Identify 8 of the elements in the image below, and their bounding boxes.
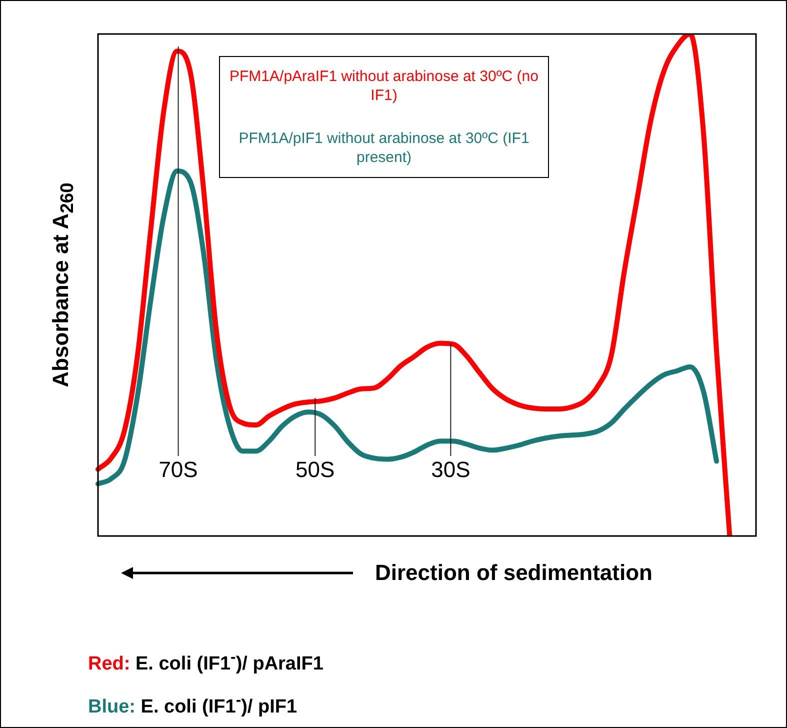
text: Red: E. coli (IF1$^{-}$)/ pAraIF1 [88,649,324,676]
annotation: 70S [158,457,198,483]
text: Blue: E. coli (IF1$^{-}$)/ pIF1 [88,692,298,718]
text: PFM1A/pAraIF1 without arabinose at 30ºC (no IF1) [228,67,540,105]
text: PFM1A/pIF1 without arabinose at 30ºC (IF1 present) [238,129,530,167]
x-axis-title: Direction of sedimentation [375,560,652,586]
annotation: 30S [431,457,470,483]
annotation: 50S [296,457,335,483]
